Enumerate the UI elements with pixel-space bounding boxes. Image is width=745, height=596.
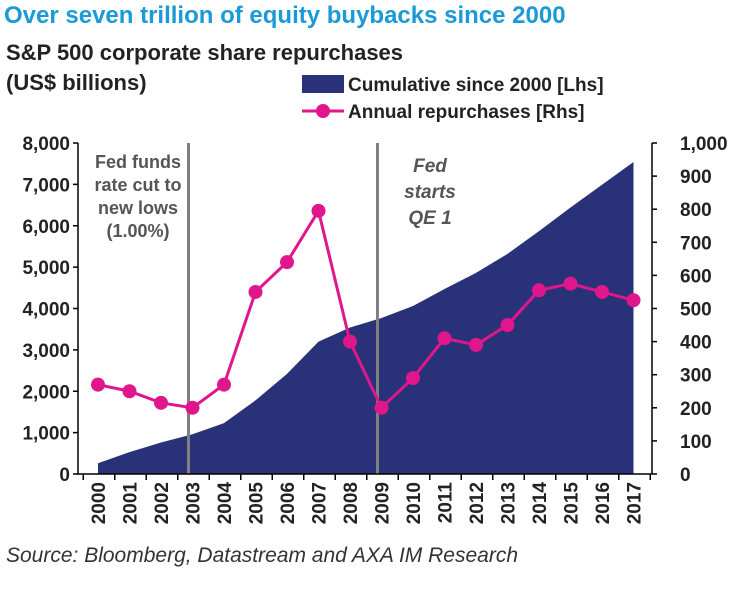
right-tick-label: 200 (680, 399, 712, 420)
subtitle-line-1: S&P 500 corporate share repurchases (6, 40, 404, 65)
right-tick-label: 1,000 (680, 134, 728, 155)
legend-swatch-marker (316, 104, 330, 118)
x-tick-label: 2006 (278, 482, 299, 524)
annual-point-2008 (343, 334, 357, 349)
x-tick-label: 2014 (530, 482, 551, 525)
x-tick-label: 2010 (404, 482, 425, 524)
left-tick-label: 3,000 (22, 341, 70, 362)
annual-point-2017 (626, 293, 641, 308)
left-tick-label: 5,000 (22, 258, 70, 279)
annual-point-2003 (185, 400, 200, 415)
right-tick-label: 500 (680, 300, 712, 321)
x-tick-label: 2008 (341, 482, 362, 524)
annual-point-2013 (500, 318, 515, 333)
x-tick-label: 2004 (215, 482, 236, 525)
annual-point-2001 (122, 384, 137, 399)
annotation-qe1-line: QE 1 (408, 208, 451, 229)
right-tick-label: 100 (680, 432, 712, 453)
annotation-fed-funds-line: rate cut to (94, 175, 181, 195)
annual-point-2007 (311, 203, 326, 218)
annual-point-2002 (154, 395, 168, 410)
legend-label-cumulative: Cumulative since 2000 [Lhs] (348, 75, 604, 96)
annual-point-2010 (406, 371, 420, 386)
x-tick-label: 2016 (593, 482, 614, 524)
x-tick-label: 2000 (89, 482, 110, 524)
source-note: Source: Bloomberg, Datastream and AXA IM… (6, 544, 519, 567)
annotation-qe1-line: starts (404, 182, 456, 203)
annual-point-2014 (532, 283, 546, 298)
annual-point-2005 (248, 284, 263, 299)
x-tick-label: 2012 (467, 482, 488, 524)
left-tick-label: 7,000 (22, 175, 70, 196)
right-tick-label: 700 (680, 233, 712, 254)
annotation-fed-funds-line: new lows (98, 198, 178, 218)
left-tick-label: 6,000 (22, 217, 70, 238)
right-tick-label: 300 (680, 366, 712, 387)
right-tick-label: 400 (680, 333, 712, 354)
legend-label-annual: Annual repurchases [Rhs] (348, 102, 585, 123)
chart-subtitle: S&P 500 corporate share repurchases (US$… (6, 38, 403, 98)
right-tick-label: 600 (680, 266, 712, 287)
x-tick-label: 2015 (562, 482, 583, 525)
x-tick-label: 2009 (373, 482, 394, 524)
left-tick-label: 1,000 (22, 424, 70, 445)
annual-point-2006 (280, 255, 294, 270)
x-tick-label: 2003 (184, 482, 205, 524)
annotation-fed-funds-line: (1.00%) (106, 221, 169, 241)
left-tick-label: 8,000 (22, 134, 70, 155)
legend-swatch-area (302, 75, 344, 93)
x-tick-label: 2005 (247, 482, 268, 525)
annual-point-2012 (469, 337, 483, 352)
annual-point-2000 (91, 377, 105, 392)
annual-point-2016 (595, 284, 609, 299)
left-tick-label: 2,000 (22, 382, 70, 403)
annual-point-2011 (437, 331, 452, 346)
right-tick-label: 900 (680, 167, 712, 188)
x-tick-label: 2007 (310, 482, 331, 524)
x-tick-label: 2001 (121, 482, 142, 525)
x-tick-label: 2011 (436, 482, 457, 524)
x-tick-label: 2013 (499, 482, 520, 524)
cumulative-area (98, 162, 634, 474)
right-tick-label: 800 (680, 200, 712, 221)
right-tick-label: 0 (680, 465, 691, 486)
x-tick-label: 2002 (152, 482, 173, 524)
annual-point-2009 (374, 400, 389, 415)
chart-headline: Over seven trillion of equity buybacks s… (4, 2, 566, 29)
annotation-qe1-line: Fed (413, 156, 447, 177)
left-tick-label: 4,000 (22, 300, 70, 321)
subtitle-line-2: (US$ billions) (6, 70, 147, 95)
annual-point-2004 (217, 377, 231, 392)
x-tick-label: 2017 (625, 482, 646, 524)
annual-point-2015 (563, 276, 578, 291)
annotation-fed-funds-line: Fed funds (95, 152, 181, 172)
left-tick-label: 0 (59, 465, 70, 486)
